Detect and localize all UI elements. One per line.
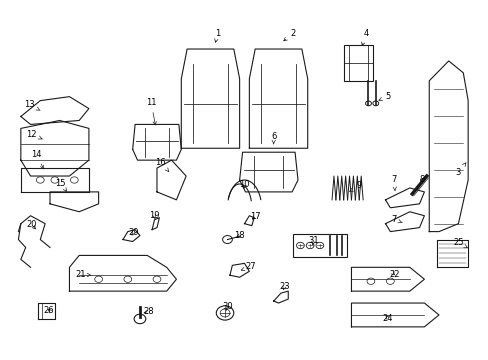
Text: 17: 17: [249, 212, 260, 221]
Text: 27: 27: [241, 262, 255, 271]
Text: 29: 29: [128, 228, 139, 237]
Text: 11: 11: [145, 98, 156, 125]
Text: 21: 21: [75, 270, 91, 279]
Text: 10: 10: [239, 180, 249, 189]
Text: 2: 2: [283, 29, 295, 41]
Text: 9: 9: [349, 181, 361, 192]
Text: 19: 19: [148, 211, 159, 220]
Text: 26: 26: [43, 306, 54, 315]
Text: 14: 14: [31, 150, 43, 169]
Text: 25: 25: [452, 238, 467, 248]
Text: 28: 28: [142, 307, 153, 316]
Text: 7: 7: [391, 175, 396, 190]
Text: 15: 15: [55, 179, 66, 191]
Text: 24: 24: [382, 314, 392, 323]
Text: 5: 5: [378, 92, 390, 101]
Text: 6: 6: [270, 132, 276, 144]
Text: 12: 12: [26, 130, 42, 139]
Text: 22: 22: [388, 270, 399, 279]
Text: 8: 8: [418, 175, 424, 184]
Text: 7: 7: [391, 215, 402, 224]
Text: 13: 13: [24, 100, 40, 111]
Text: 16: 16: [155, 158, 168, 172]
Text: 4: 4: [361, 29, 368, 46]
Text: 30: 30: [222, 302, 232, 311]
Text: 18: 18: [234, 231, 244, 240]
Text: 23: 23: [279, 282, 289, 291]
Text: 31: 31: [307, 236, 318, 245]
Text: 20: 20: [26, 220, 37, 229]
Text: 1: 1: [214, 29, 220, 42]
Text: 3: 3: [455, 163, 465, 176]
